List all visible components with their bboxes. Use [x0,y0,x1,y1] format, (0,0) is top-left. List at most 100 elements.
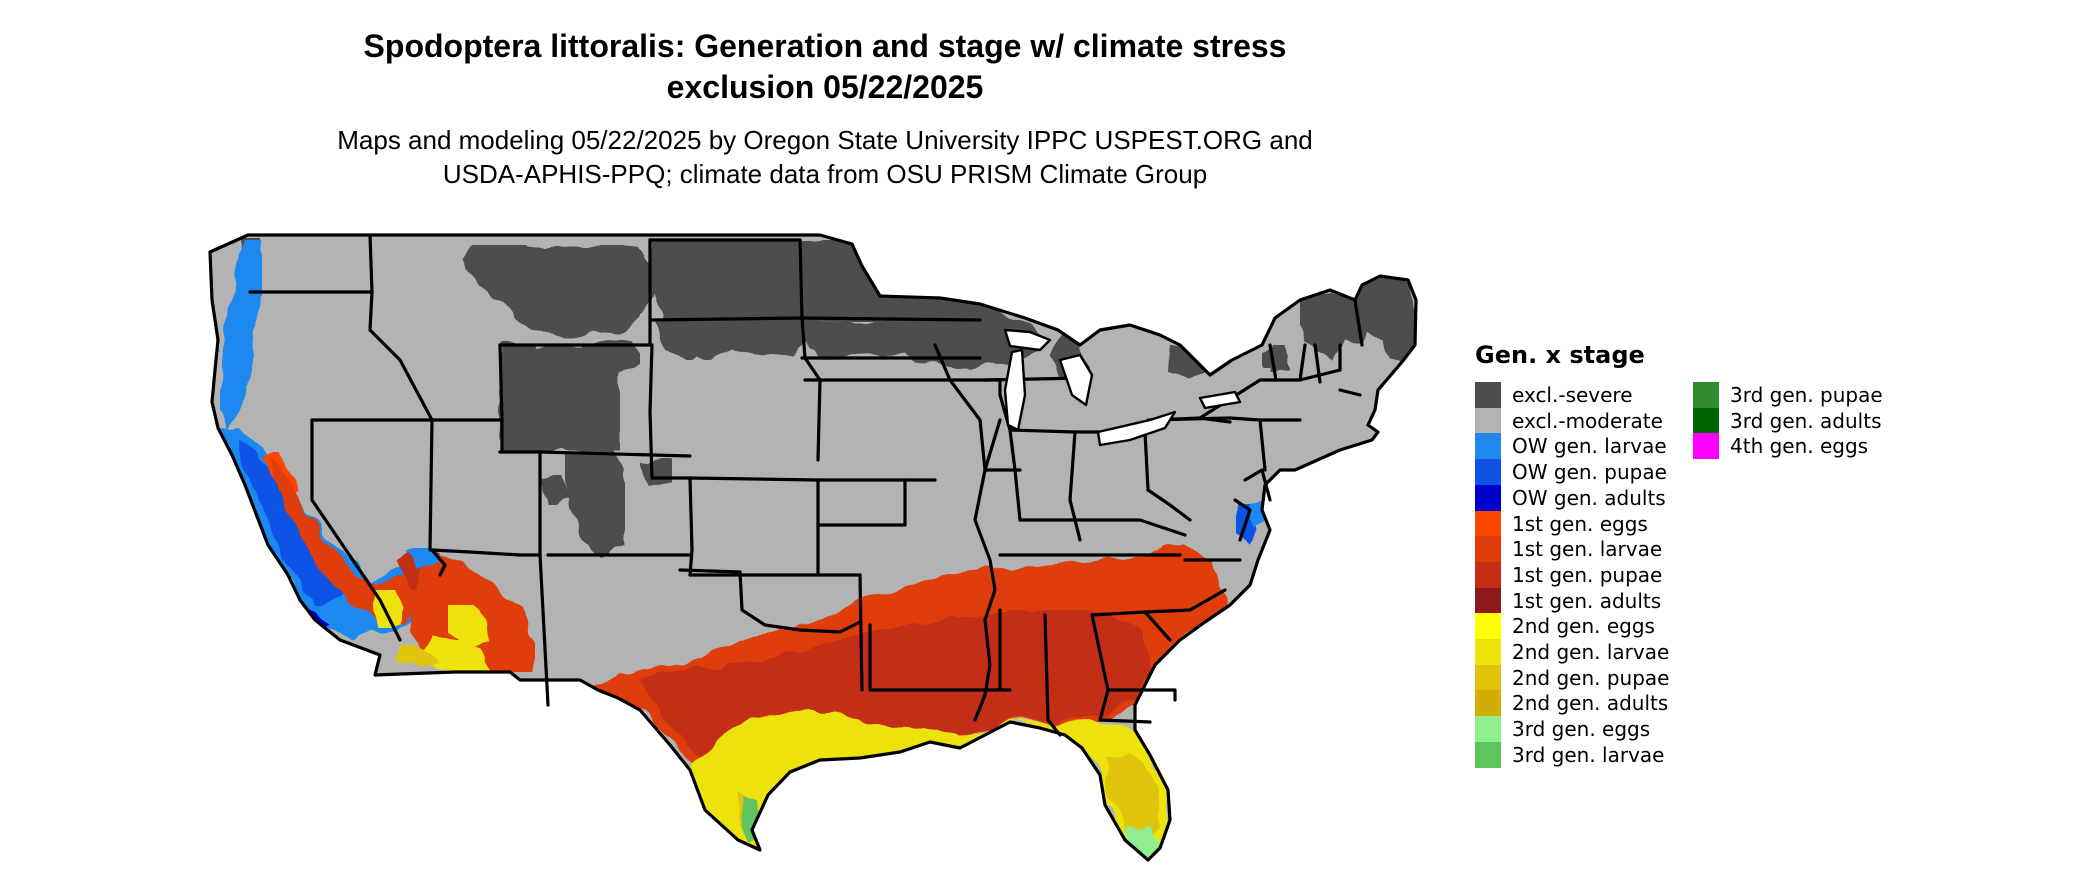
legend-swatch [1693,433,1719,460]
legend-label: 3rd gen. larvae [1512,742,1665,767]
region-ow-larvae-az [405,548,440,570]
region-excl-severe [892,300,1045,370]
legend-swatch [1475,510,1501,537]
state-boundary [648,343,692,480]
state-boundary [368,233,434,422]
state-boundary [1243,468,1272,502]
legend-label: 1st gen. eggs [1512,511,1648,536]
state-boundary [1268,343,1278,382]
legend-label: excl.-moderate [1512,408,1663,433]
legend-swatch [1475,536,1501,563]
state-boundary [1068,430,1082,542]
us-national-border [208,233,1418,862]
legend-swatch [1475,433,1501,460]
legend-item: 3rd gen. eggs [1475,716,1651,743]
state-boundary [310,418,402,642]
region-g2-larvae-gulf [690,708,1170,860]
legend-item: 3rd gen. larvae [1475,741,1665,768]
legend-swatch [1475,741,1501,768]
state-boundary [688,476,820,482]
great-lake [1096,410,1177,447]
great-lake [1003,328,1052,352]
legend-item: 2nd gen. pupae [1475,664,1670,691]
map-subtitle: Maps and modeling 05/22/2025 by Oregon S… [260,123,1390,191]
legend-swatch [1475,664,1501,691]
state-boundary [1106,688,1177,702]
legend-swatch [1475,407,1501,434]
legend-label: OW gen. pupae [1512,460,1667,485]
state-boundary [1098,718,1152,724]
legend-swatch [1475,459,1501,486]
state-boundary [983,418,1002,472]
region-excl-severe [540,475,570,505]
legend-swatch [1475,484,1501,511]
region-excl-severe [496,346,620,452]
state-boundary [310,418,434,552]
state-boundary [1353,298,1364,347]
legend-label: 1st gen. pupae [1512,562,1663,587]
state-boundary [868,623,1012,692]
state-boundary [1298,343,1307,382]
region-g1-larvae-ca [270,458,436,625]
legend-label: 2nd gen. larvae [1512,640,1670,664]
legend-item: 2nd gen. larvae [1475,639,1669,665]
legend-label: 4th gen. eggs [1730,434,1869,459]
legend-swatch [1693,382,1719,408]
legend-item: 2nd gen. eggs [1475,613,1655,640]
legend-item: 3rd gen. pupae [1693,382,1883,408]
state-boundary [998,393,1022,522]
great-lake [1198,390,1242,410]
region-excl-severe [565,450,625,560]
state-boundary [1233,498,1252,542]
region-g2-larvae-az2 [448,605,492,650]
map-title-line-2: exclusion 05/22/2025 [666,69,984,105]
legend-item: 4th gen. eggs [1693,433,1869,460]
legend-label: 1st gen. adults [1512,588,1662,613]
region-excl-severe [810,242,870,300]
state-boundary [430,548,447,577]
state-boundary [678,568,862,634]
legend-item: OW gen. adults [1475,484,1666,511]
state-boundary [933,343,997,722]
state-boundary [498,343,504,454]
state-boundary [538,450,692,458]
state-boundary [538,553,550,707]
state-boundary [688,476,694,577]
legend-label: 2nd gen. eggs [1512,614,1655,639]
region-excl-severe [802,298,845,320]
legend-label: OW gen. larvae [1512,434,1667,459]
region-g2-pupae-az [395,645,440,668]
legend-swatch [1475,716,1501,743]
map-subtitle-line-2: USDA-APHIS-PPQ; climate data from OSU PR… [442,159,1208,189]
legend-item: 1st gen. adults [1475,587,1662,614]
map-subtitle-line-1: Maps and modeling 05/22/2025 by Oregon S… [337,125,1313,155]
legend-swatch [1475,690,1501,717]
state-boundary [1018,518,1187,537]
legend-label: OW gen. adults [1512,485,1666,510]
legend-item: 1st gen. larvae [1475,536,1662,563]
legend-swatch [1475,587,1501,614]
legend-item: 2nd gen. adults [1475,690,1669,717]
state-boundary [1043,613,1062,737]
legend-label: 3rd gen. pupae [1730,383,1883,407]
state-boundary [650,316,802,322]
map-title-line-1: Spodoptera littoralis: Generation and st… [363,28,1287,64]
region-g2-larvae-az [420,635,495,672]
map-title: Spodoptera littoralis: Generation and st… [300,26,1350,108]
state-boundary [1313,343,1322,384]
legend-label: 2nd gen. pupae [1512,665,1670,690]
state-boundary [1008,428,1077,434]
legend-swatch [1475,561,1501,588]
legend-label: 3rd gen. eggs [1512,717,1651,742]
legend-item: OW gen. pupae [1475,459,1667,486]
legend-item: 3rd gen. adults [1693,407,1881,434]
legend-swatch [1475,639,1501,665]
great-lake [1003,348,1027,432]
region-g3-eggs-fl [1125,825,1160,860]
state-boundary [1338,388,1362,397]
legend-swatch [1475,382,1501,408]
legend-label: 2nd gen. adults [1512,691,1669,716]
legend-item: 1st gen. pupae [1475,561,1663,588]
state-boundary [858,573,864,692]
